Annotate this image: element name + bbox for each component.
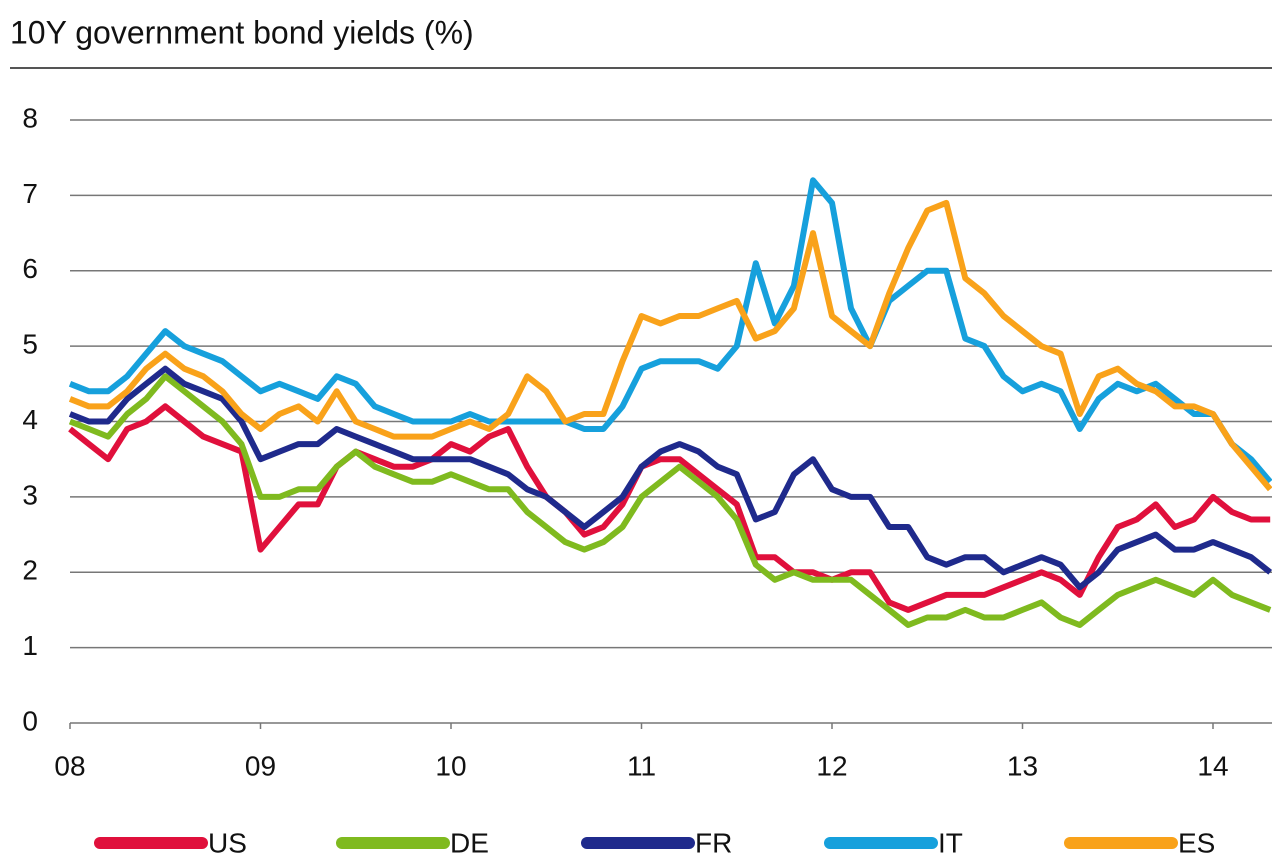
- y-tick-label: 7: [22, 178, 38, 209]
- x-tick-label: 13: [1007, 750, 1038, 781]
- legend-label: US: [208, 827, 247, 858]
- legend-label: DE: [450, 827, 489, 858]
- y-tick-label: 1: [22, 630, 38, 661]
- legend-label: IT: [938, 827, 963, 858]
- x-tick-label: 12: [816, 750, 847, 781]
- series-line: [68, 403, 1271, 613]
- x-tick-label: 08: [54, 750, 85, 781]
- series-line: [68, 373, 1272, 628]
- y-tick-label: 3: [22, 479, 38, 510]
- legend-label: ES: [1178, 827, 1215, 858]
- y-tick-label: 0: [22, 705, 38, 736]
- x-tick-label: 10: [435, 750, 466, 781]
- legend-label: FR: [695, 827, 732, 858]
- y-tick-label: 6: [22, 253, 38, 284]
- series-line: [68, 199, 1272, 492]
- series-line: [68, 177, 1272, 484]
- y-tick-label: 5: [22, 329, 38, 360]
- y-tick-label: 2: [22, 555, 38, 586]
- x-tick-label: 14: [1197, 750, 1228, 781]
- chart-title: 10Y government bond yields (%): [10, 14, 474, 50]
- series-line: [68, 365, 1272, 591]
- x-tick-label: 09: [245, 750, 276, 781]
- y-tick-label: 8: [22, 102, 38, 133]
- x-tick-label: 11: [627, 750, 656, 781]
- y-tick-label: 4: [22, 404, 38, 435]
